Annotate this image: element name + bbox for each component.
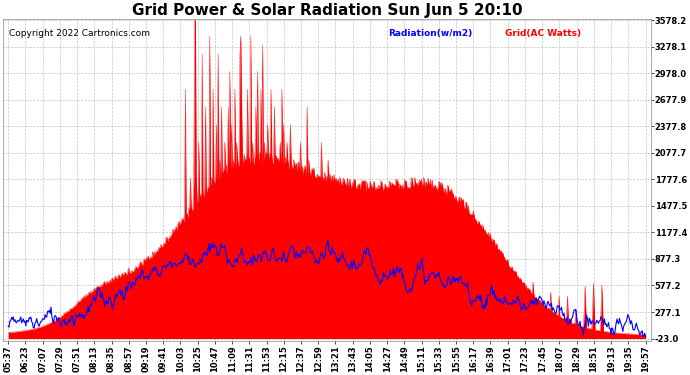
Text: Grid(AC Watts): Grid(AC Watts) [505,28,581,38]
Text: Radiation(w/m2): Radiation(w/m2) [388,28,473,38]
Title: Grid Power & Solar Radiation Sun Jun 5 20:10: Grid Power & Solar Radiation Sun Jun 5 2… [132,3,522,18]
Text: Copyright 2022 Cartronics.com: Copyright 2022 Cartronics.com [10,28,150,38]
